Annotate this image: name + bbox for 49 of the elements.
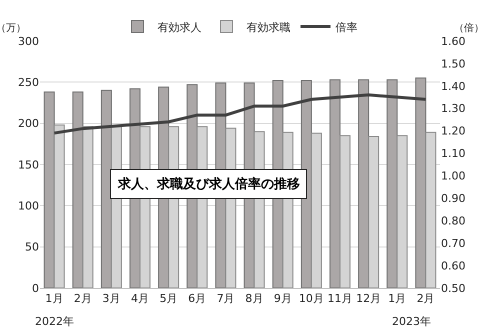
x-tick-label: 6月 (188, 292, 206, 306)
bar (415, 78, 426, 288)
x-tick-label: 11月 (328, 292, 352, 306)
y-axis-title: （万） (0, 23, 26, 34)
x-tick-label: 1月 (388, 292, 406, 306)
y-tick-label: 100 (18, 200, 39, 213)
y2-tick-label: 0.80 (441, 214, 466, 228)
bar (358, 79, 370, 288)
legend-label: 倍率 (336, 20, 358, 34)
bar (72, 92, 84, 288)
x-tick-label: 5月 (160, 292, 178, 306)
x-tick-label: 9月 (274, 292, 292, 306)
y2-tick-label: 1.50 (441, 57, 466, 70)
y2-tick-label: 1.20 (441, 124, 466, 138)
legend-label: 有効求職 (246, 20, 290, 34)
y2-axis-title: （倍） (454, 22, 484, 34)
y2-tick-label: 0.90 (441, 192, 466, 206)
y2-tick-label: 1.40 (441, 80, 466, 93)
y2-tick-label: 1.10 (441, 147, 466, 160)
x-tick-label: 12月 (356, 292, 382, 306)
x-tick-label: 2月 (74, 292, 92, 306)
y-tick-label: 200 (18, 117, 39, 130)
y2-tick-label: 1.30 (441, 102, 466, 116)
x-tick-label: 2月 (416, 292, 435, 306)
y-tick-label: 250 (18, 76, 39, 90)
x-tick-label: 3月 (102, 292, 120, 306)
y2-tick-label: 0.70 (441, 236, 466, 250)
y2-tick-label: 1.60 (441, 34, 466, 48)
text: 2022年 (35, 315, 74, 328)
legend-label: 有効求人 (158, 20, 202, 34)
y-tick-label: 50 (25, 240, 39, 254)
bar (100, 90, 112, 288)
bar (386, 79, 398, 288)
x-tick-label: 7月 (216, 292, 235, 306)
x-tick-label: 10月 (298, 292, 324, 306)
x-tick-label: 4月 (131, 292, 149, 306)
y2-tick-label: 0.50 (441, 282, 466, 295)
bar (330, 79, 340, 288)
y-tick-label: 0 (32, 282, 39, 295)
text: 2023年 (392, 315, 431, 328)
line-series (52, 93, 428, 135)
text: 求人、求職及び求人倍率の推移 (117, 176, 300, 192)
y2-tick-label: 0.60 (441, 259, 466, 272)
y-tick-label: 150 (18, 158, 39, 172)
x-tick-label: 1月 (45, 292, 64, 306)
y2-tick-label: 1.00 (441, 170, 466, 183)
x-tick-label: 8月 (245, 292, 264, 306)
y-tick-label: 300 (18, 34, 39, 48)
bar (44, 92, 55, 288)
